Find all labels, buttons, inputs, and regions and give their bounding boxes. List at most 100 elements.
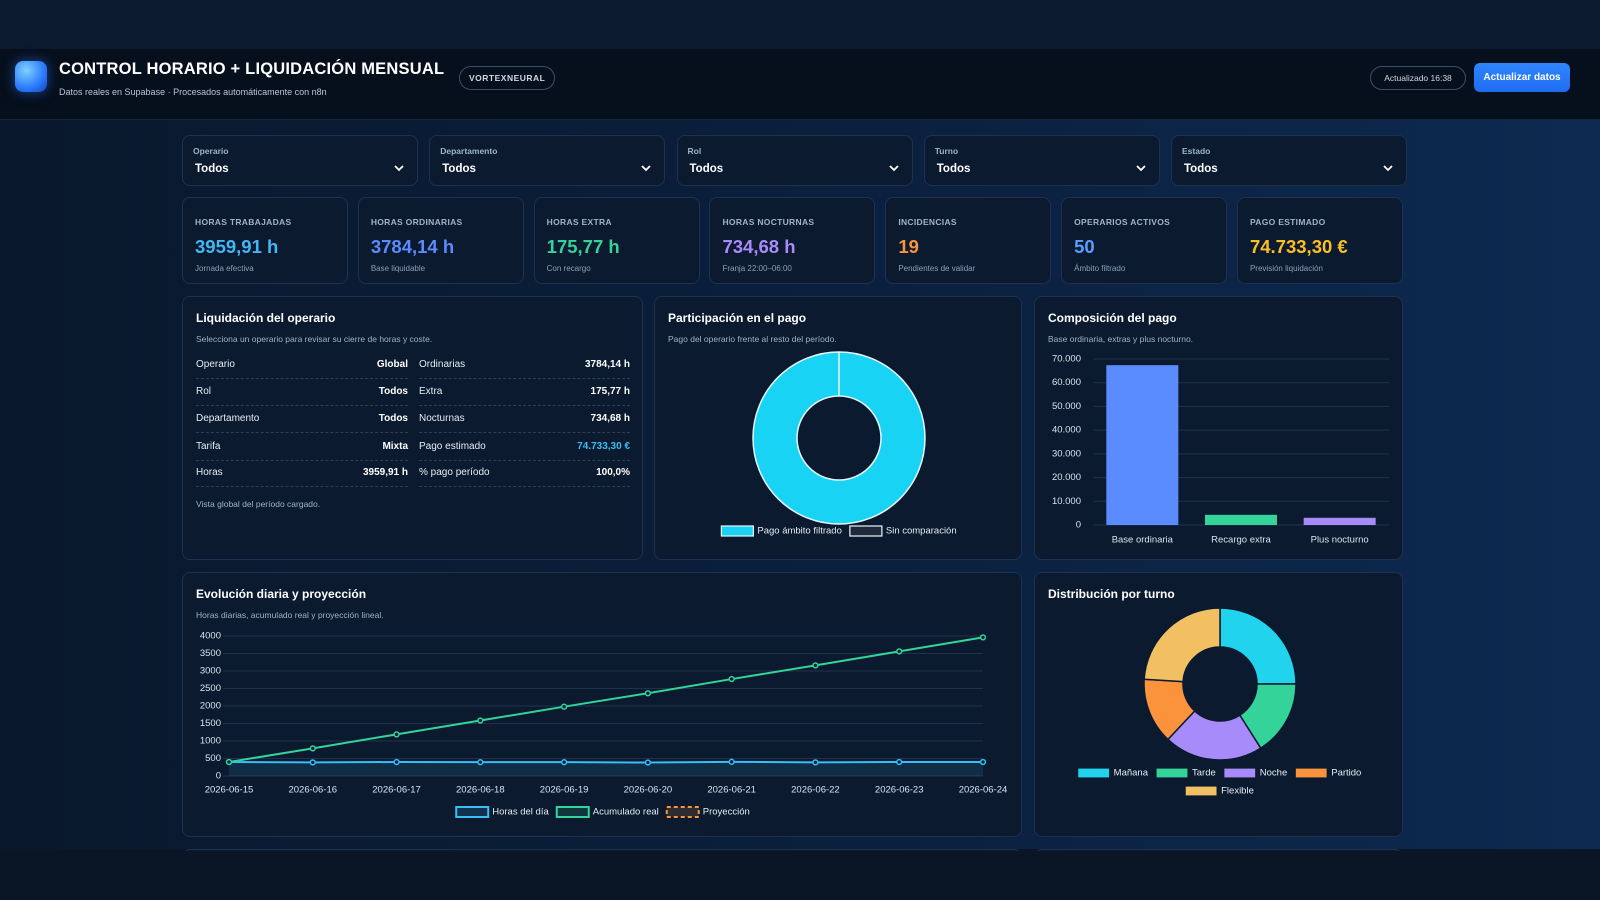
chart-subtitle: Horas diarias, acumulado real y proyecci… (196, 610, 384, 620)
x-tick-label: 2026-06-18 (456, 785, 505, 796)
settlement-panel: Liquidación del operario Selecciona un op… (182, 296, 643, 560)
filter-label: Estado (1182, 146, 1211, 156)
kpi-value: 74.733,30 € (1249, 236, 1348, 257)
kpi-note: Franja 22:00–06:00 (722, 264, 792, 273)
chart-panel: Pago ámbito filtrado Sin comparación Parti… (654, 296, 1022, 560)
chart-panel: Mañana Tarde Noche Partido Flexible Distribuc… (1034, 572, 1403, 837)
legend-swatch (455, 806, 490, 818)
filter-select[interactable]: Operario Todos (182, 135, 418, 186)
row-value: 74.733,30 € (577, 441, 630, 452)
row-label: % pago período (419, 467, 490, 478)
top-band (0, 0, 1600, 49)
chevron-icon (1383, 165, 1393, 172)
logo (15, 61, 47, 92)
x-tick-label: 2026-06-23 (875, 785, 924, 796)
y-tick-label: 3500 (200, 648, 221, 659)
row-separator (419, 486, 630, 487)
filter-select[interactable]: Rol Todos (676, 135, 913, 186)
bar (1106, 365, 1179, 525)
header (0, 49, 1600, 120)
chevron (1383, 165, 1393, 172)
row-value: Todos (378, 413, 408, 424)
legend-label: Horas del día (492, 807, 549, 818)
chart: 0 10.000 20.000 30.000 40.000 50.000 60.000 70.… (1052, 354, 1389, 546)
line-point (896, 648, 903, 655)
row-label: Rol (196, 386, 212, 397)
legend-label: Partido (1331, 768, 1361, 779)
row-label: Ordinarias (419, 359, 466, 370)
kpi-note: Base liquidable (370, 264, 426, 273)
chart-panel: 0 10.000 20.000 30.000 40.000 50.000 60.000 70.… (1034, 296, 1403, 560)
kpi-value: 19 (898, 236, 919, 257)
y-tick-label: 0 (216, 771, 221, 782)
kpi-card: HORAS EXTRA 175,77 h Con recargo (533, 197, 700, 284)
kpi-value: 3959,91 h (195, 236, 279, 257)
row-value: 100,0% (596, 467, 630, 478)
kpi-card: HORAS TRABAJADAS 3959,91 h Jornada efectiv… (182, 197, 348, 284)
line (228, 636, 984, 763)
line-area (229, 761, 983, 776)
legend-item: Proyección (665, 806, 750, 818)
y-tick-label: 3000 (200, 666, 221, 677)
legend-item: Noche (1223, 767, 1287, 779)
filter-value: Todos (442, 163, 476, 175)
bar (1303, 517, 1376, 525)
row-value: 3784,14 h (584, 359, 630, 370)
legend-label: Tarde (1192, 768, 1216, 779)
row-value: Global (376, 359, 408, 370)
kpi-label: INCIDENCIAS (898, 217, 957, 227)
filter-select[interactable]: Estado Todos (1171, 135, 1407, 186)
legend-swatch (1077, 767, 1111, 779)
x-tick-label: 2026-06-21 (707, 785, 756, 796)
chart: Pago ámbito filtrado Sin comparación (720, 351, 957, 537)
row-value: 175,77 h (590, 386, 630, 397)
x-tick-label: Base ordinaria (1112, 535, 1174, 546)
x-tick-label: 2026-06-24 (959, 785, 1008, 796)
line-point (812, 662, 819, 669)
row-label: Tarifa (196, 441, 221, 452)
row-separator (419, 460, 630, 461)
filter-value: Todos (195, 163, 229, 175)
filter-label: Operario (193, 146, 229, 156)
line-point (644, 690, 652, 697)
line-point (979, 758, 987, 766)
chart: Mañana Tarde Noche Partido Flexible (1077, 607, 1361, 797)
legend-swatch (1294, 767, 1328, 779)
legend-item: Horas del día (455, 806, 549, 818)
row-value: Mixta (382, 441, 408, 452)
bottom-band (0, 851, 1600, 900)
kpi-label: HORAS NOCTURNAS (722, 217, 815, 227)
legend-swatch (720, 525, 754, 537)
line-point (393, 758, 400, 766)
kpi-value: 734,68 h (722, 236, 796, 257)
kpi-value: 3784,14 h (370, 236, 455, 257)
row-separator (196, 405, 408, 406)
x-tick-label: 2026-06-16 (288, 785, 337, 796)
kpi-note: Previsión liquidación (1249, 264, 1323, 273)
row-label: Departamento (196, 413, 260, 424)
filter-select[interactable]: Turno Todos (923, 135, 1160, 186)
legend-label: Noche (1260, 768, 1287, 779)
y-tick-label: 500 (205, 753, 221, 764)
x-tick-label: 2026-06-20 (624, 785, 673, 796)
refresh-button[interactable]: Actualizar datos (1474, 63, 1570, 92)
x-tick-label: 2026-06-17 (372, 785, 421, 796)
kpi-label: HORAS ORDINARIAS (370, 217, 463, 227)
chart-title: Participación en el pago (668, 311, 807, 325)
y-tick-label: 60.000 (1052, 377, 1081, 388)
filter-label: Rol (687, 146, 702, 156)
filter-value: Todos (936, 163, 971, 175)
chart-subtitle: Base ordinaria, extras y plus nocturno. (1048, 334, 1194, 344)
legend-label: Sin comparación (886, 526, 957, 537)
panel-footnote: Vista global del período cargado. (196, 499, 321, 509)
filter-select[interactable]: Departamento Todos (429, 135, 666, 186)
line-point (225, 758, 233, 766)
chevron (888, 165, 899, 172)
row-separator (196, 432, 408, 433)
chart-title: Composición del pago (1048, 311, 1177, 325)
panel-title: Liquidación del operario (196, 311, 336, 325)
brand-badge: VORTEXNEURAL (459, 66, 556, 90)
y-tick-label: 10.000 (1052, 496, 1081, 507)
legend-swatch (1155, 767, 1189, 779)
